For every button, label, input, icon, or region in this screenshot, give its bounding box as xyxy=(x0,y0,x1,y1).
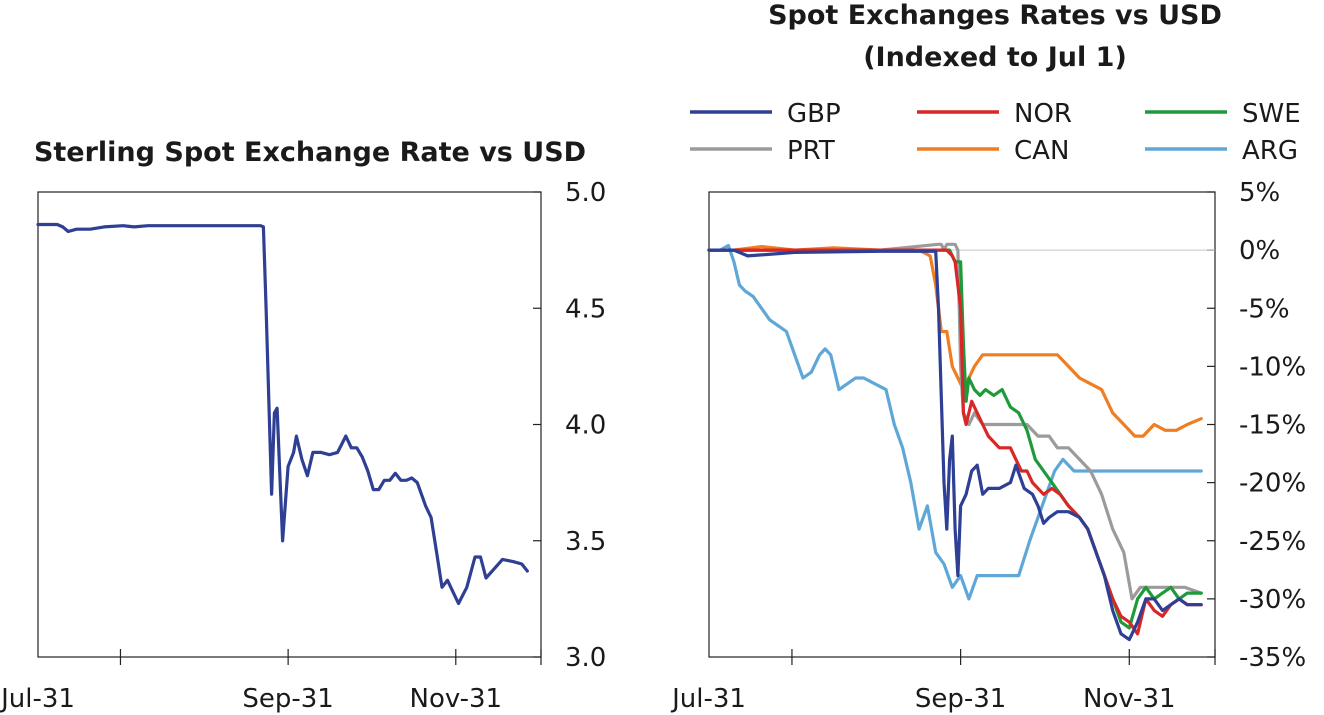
y-tick-label: 0% xyxy=(1239,236,1280,266)
x-tick-label: Jul-31 xyxy=(0,684,75,714)
legend-label-gbp: GBP xyxy=(787,99,841,129)
y-tick-label: -5% xyxy=(1239,294,1290,324)
legend-label-prt: PRT xyxy=(787,136,835,166)
y-tick-label: 5.0 xyxy=(565,178,606,208)
y-tick-label: -10% xyxy=(1239,352,1306,382)
legend-label-can: CAN xyxy=(1014,136,1069,166)
y-tick-label: -15% xyxy=(1239,411,1306,441)
y-tick-label: -30% xyxy=(1239,585,1306,615)
y-tick-label: 4.0 xyxy=(565,411,606,441)
series-line-swe xyxy=(707,248,1203,630)
y-tick-label: 5% xyxy=(1239,178,1280,208)
y-tick-label: 4.5 xyxy=(565,294,606,324)
spot-rates-chart: Spot Exchanges Rates vs USD (Indexed to … xyxy=(670,0,1306,714)
series-line-sterling xyxy=(36,222,529,606)
series-line-arg xyxy=(707,243,1203,601)
sterling-chart: Sterling Spot Exchange Rate vs USD 5.0 4.… xyxy=(0,137,606,714)
series-line-prt xyxy=(707,242,1203,601)
legend-label-nor: NOR xyxy=(1014,99,1072,129)
left-x-axis: Jul-31 Sep-31 Nov-31 xyxy=(0,649,542,714)
y-tick-label: 3.5 xyxy=(565,527,606,557)
y-tick-label: -25% xyxy=(1239,527,1306,557)
right-chart-subtitle: (Indexed to Jul 1) xyxy=(863,42,1127,73)
right-x-axis: Jul-31 Sep-31 Nov-31 xyxy=(670,649,1216,714)
left-series-group xyxy=(36,222,529,606)
right-y-axis: 5% 0% -5% -10% -15% -20% -25% -30% -35% xyxy=(1207,178,1306,673)
right-chart-title: Spot Exchanges Rates vs USD xyxy=(768,0,1222,31)
y-tick-label: 3.0 xyxy=(565,643,606,673)
left-chart-title: Sterling Spot Exchange Rate vs USD xyxy=(34,137,586,168)
series-line-gbp xyxy=(707,248,1203,642)
legend-label-arg: ARG xyxy=(1242,136,1298,166)
x-tick-label: Sep-31 xyxy=(915,684,1006,714)
left-y-axis: 5.0 4.5 4.0 3.5 3.0 xyxy=(533,178,606,673)
y-tick-label: -20% xyxy=(1239,469,1306,499)
legend: GBP NOR SWE PRT CAN ARG xyxy=(690,99,1301,166)
x-tick-label: Nov-31 xyxy=(1083,684,1176,714)
x-tick-label: Sep-31 xyxy=(242,684,333,714)
y-tick-label: -35% xyxy=(1239,643,1306,673)
legend-label-swe: SWE xyxy=(1242,99,1301,129)
x-tick-label: Jul-31 xyxy=(670,684,746,714)
x-tick-label: Nov-31 xyxy=(410,684,503,714)
right-series-group xyxy=(707,242,1203,642)
